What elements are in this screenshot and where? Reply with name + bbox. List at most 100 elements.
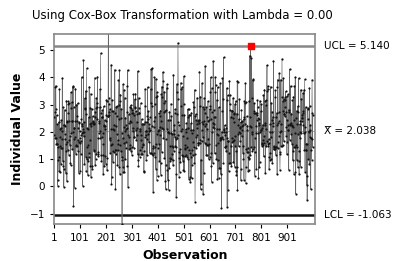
Point: [294, 122, 300, 126]
Point: [215, 176, 222, 180]
Point: [56, 127, 63, 131]
Point: [198, 187, 204, 191]
Point: [93, 96, 100, 100]
Point: [185, 157, 191, 161]
Point: [119, 136, 126, 140]
Point: [145, 117, 151, 121]
Point: [288, 132, 294, 136]
Point: [158, 173, 164, 177]
Point: [114, 138, 121, 143]
Point: [201, 96, 208, 100]
Point: [238, 167, 244, 171]
Point: [51, 133, 58, 137]
Point: [208, 86, 215, 90]
Point: [249, 96, 255, 100]
Point: [242, 81, 249, 85]
Point: [252, 131, 259, 135]
Point: [198, 139, 205, 143]
Point: [273, 123, 280, 127]
Point: [202, 64, 208, 68]
Point: [143, 137, 150, 141]
Point: [176, 150, 183, 155]
Point: [247, 153, 254, 157]
Point: [164, 127, 170, 131]
Point: [106, 138, 113, 142]
Point: [199, 135, 206, 139]
Point: [255, 176, 262, 180]
Point: [228, 108, 235, 112]
Point: [85, 159, 92, 163]
Point: [271, 145, 278, 149]
Point: [119, 158, 126, 162]
Point: [199, 120, 205, 124]
Point: [281, 112, 288, 116]
Point: [172, 107, 178, 111]
Point: [300, 91, 306, 95]
Point: [305, 130, 312, 134]
Point: [286, 108, 292, 112]
Point: [126, 135, 133, 139]
Point: [175, 132, 182, 137]
Point: [251, 111, 257, 115]
Point: [255, 116, 261, 120]
Point: [279, 144, 286, 148]
Point: [301, 77, 308, 81]
Point: [193, 126, 200, 130]
Point: [259, 138, 266, 142]
Point: [261, 141, 267, 146]
Point: [201, 119, 208, 123]
Point: [59, 76, 66, 80]
Point: [172, 144, 179, 148]
Point: [258, 144, 265, 148]
Point: [162, 179, 168, 183]
Point: [110, 127, 116, 131]
Point: [275, 121, 282, 125]
Point: [250, 77, 256, 81]
Point: [99, 108, 105, 112]
Point: [247, 44, 254, 48]
Point: [110, 150, 117, 154]
Point: [67, 163, 74, 167]
Point: [181, 102, 187, 106]
Point: [204, 143, 210, 147]
Point: [232, 144, 239, 148]
Point: [116, 99, 123, 103]
Point: [54, 142, 60, 146]
Point: [72, 144, 79, 148]
Point: [271, 147, 278, 151]
Point: [166, 110, 173, 114]
Point: [134, 133, 140, 137]
Point: [251, 111, 258, 115]
Point: [182, 143, 188, 147]
Point: [260, 143, 266, 147]
Point: [109, 142, 115, 146]
Point: [214, 177, 221, 181]
Point: [87, 122, 94, 127]
Point: [114, 104, 120, 108]
Point: [147, 101, 154, 105]
Point: [90, 122, 96, 126]
Point: [304, 107, 311, 111]
Point: [264, 63, 270, 67]
Point: [156, 125, 163, 129]
Point: [258, 102, 265, 106]
Point: [139, 122, 146, 126]
Point: [185, 126, 192, 130]
Point: [215, 133, 221, 138]
Point: [209, 110, 215, 114]
Point: [306, 86, 313, 90]
Point: [90, 122, 97, 126]
Point: [144, 85, 151, 89]
Point: [268, 135, 275, 139]
Point: [268, 101, 274, 105]
Point: [53, 142, 60, 146]
Point: [93, 101, 100, 105]
Point: [146, 128, 153, 132]
Point: [223, 149, 229, 153]
Point: [61, 123, 68, 127]
Point: [71, 126, 78, 130]
Point: [186, 113, 193, 117]
Point: [74, 144, 81, 148]
Point: [280, 109, 286, 114]
Point: [97, 51, 104, 55]
